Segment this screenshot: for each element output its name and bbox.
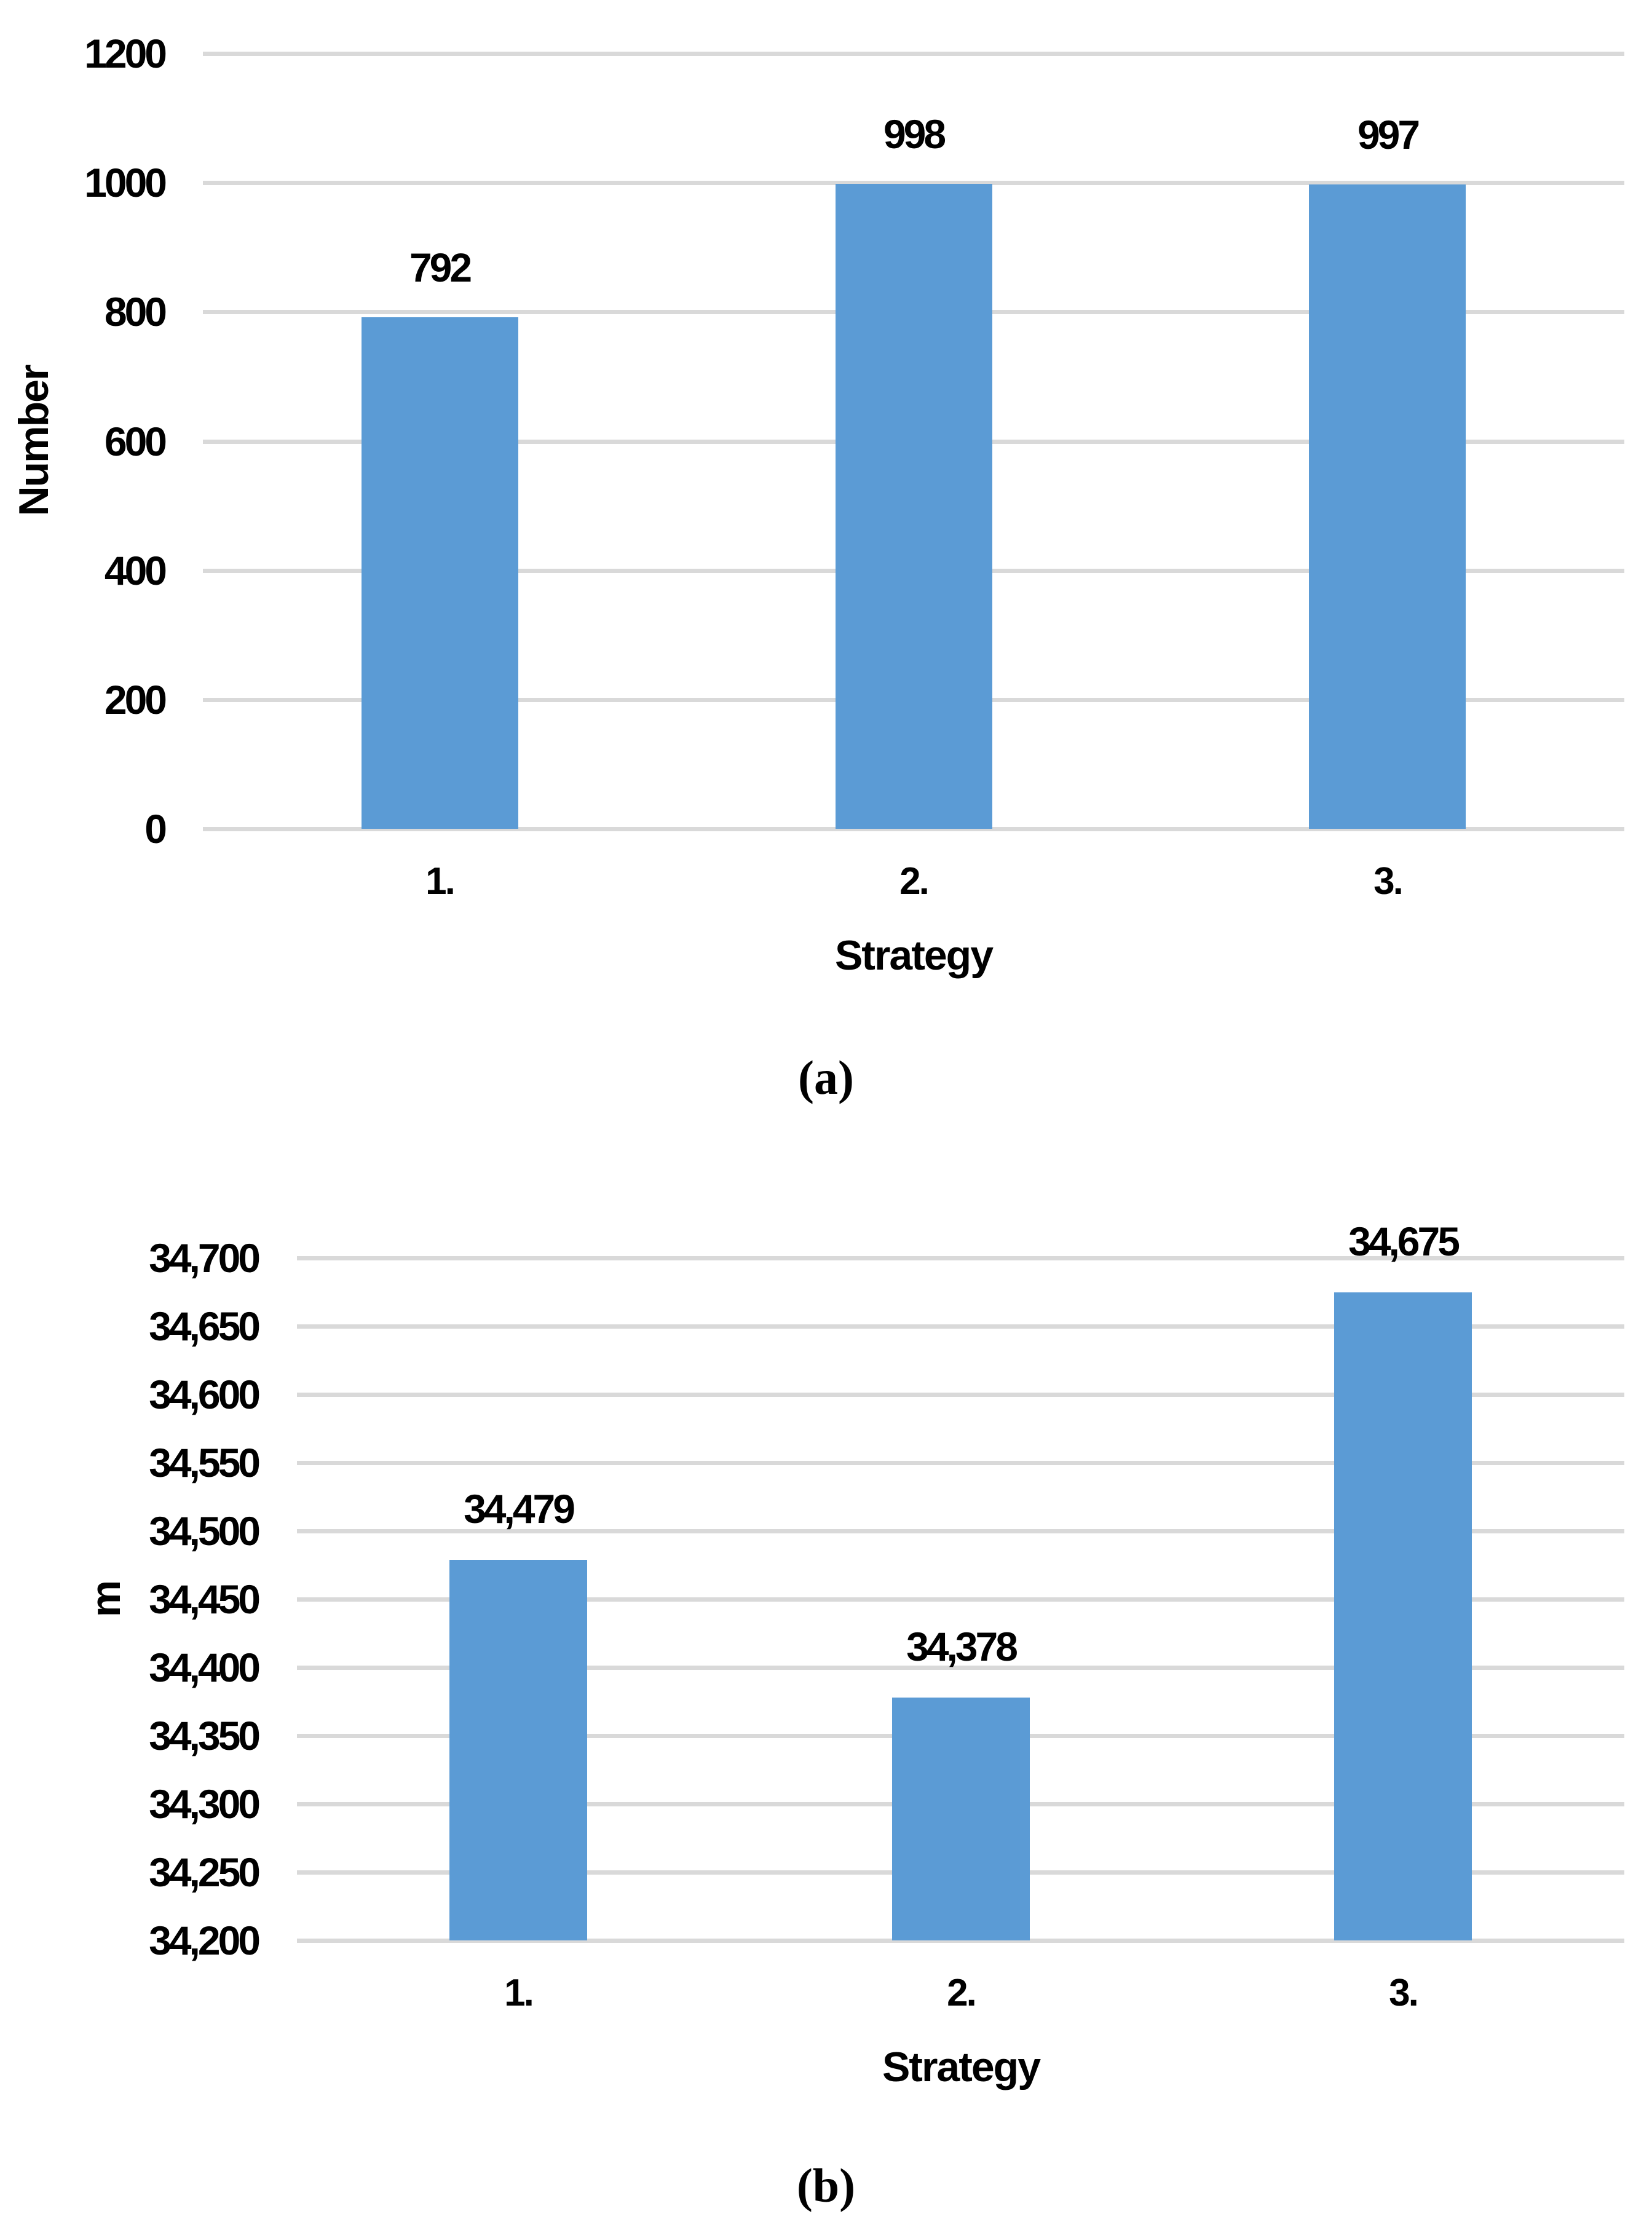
chart-b-ytick-34,200: 34,200 (149, 1918, 261, 1963)
chart-b-ytick-34,600: 34,600 (149, 1372, 261, 1417)
chart-b-gridline-34,450 (297, 1597, 1624, 1602)
chart-b-ytick-34,250: 34,250 (149, 1849, 261, 1895)
chart-a-gridline-1000 (203, 181, 1624, 185)
chart-b-gridline-34,650 (297, 1324, 1624, 1329)
chart-a-ytick-0: 0 (144, 806, 167, 852)
chart-b-category-label-1.: 1. (504, 1972, 534, 2014)
chart-a-data-label-1.: 792 (409, 245, 472, 290)
chart-a-data-label-3.: 997 (1357, 112, 1420, 157)
chart-a-category-label-1.: 1. (425, 860, 456, 903)
chart-b-gridline-34,500 (297, 1529, 1624, 1533)
chart-a-bar-3. (1309, 184, 1466, 829)
caption-a: (a) (798, 1051, 854, 1104)
chart-b-category-label-2.: 2. (947, 1972, 977, 2014)
chart-a-x-axis-title: Strategy (834, 932, 994, 979)
chart-b-gridline-34,700 (297, 1256, 1624, 1260)
chart-b-bar-1. (449, 1560, 587, 1940)
chart-b-ytick-34,300: 34,300 (149, 1781, 261, 1827)
chart-b-gridline-34,550 (297, 1461, 1624, 1465)
chart-b-ytick-34,450: 34,450 (149, 1576, 261, 1622)
chart-a-ytick-400: 400 (104, 548, 167, 593)
chart-b-ytick-34,700: 34,700 (149, 1235, 261, 1281)
chart-b-data-label-1.: 34,479 (464, 1486, 575, 1532)
chart-a-gridline-1200 (203, 52, 1624, 56)
chart-a-ytick-200: 200 (104, 677, 167, 722)
chart-a-ytick-600: 600 (104, 419, 167, 464)
caption-b: (b) (796, 2159, 856, 2212)
chart-b-ytick-34,650: 34,650 (149, 1303, 261, 1349)
chart-b-ytick-34,550: 34,550 (149, 1440, 261, 1485)
chart-a-bar-1. (362, 317, 518, 829)
chart-b-y-axis-title: m (82, 1581, 129, 1618)
chart-a-category-label-2.: 2. (899, 860, 930, 903)
chart-b-data-label-3.: 34,675 (1348, 1219, 1460, 1264)
chart-b-ytick-34,400: 34,400 (149, 1645, 261, 1690)
chart-b-ytick-34,500: 34,500 (149, 1508, 261, 1554)
chart-b-category-label-3.: 3. (1389, 1972, 1419, 2014)
chart-b-gridline-34,400 (297, 1666, 1624, 1670)
chart-a-gridline-0 (203, 827, 1624, 831)
chart-b-ytick-34,350: 34,350 (149, 1713, 261, 1758)
chart-b-gridline-34,600 (297, 1393, 1624, 1397)
chart-a-ytick-800: 800 (104, 289, 167, 334)
chart-b-data-label-2.: 34,378 (906, 1624, 1018, 1669)
chart-a-ytick-1200: 1200 (84, 31, 167, 76)
chart-a-ytick-1000: 1000 (84, 160, 167, 205)
chart-b-x-axis-title: Strategy (882, 2044, 1041, 2090)
chart-b-gridline-34,200 (297, 1939, 1624, 1943)
chart-a-data-label-2.: 998 (883, 111, 946, 157)
chart-b-bar-3. (1334, 1292, 1472, 1940)
chart-a-category-label-3.: 3. (1373, 860, 1404, 903)
chart-a-bar-2. (836, 184, 992, 829)
chart-b-bar-2. (892, 1698, 1030, 1940)
